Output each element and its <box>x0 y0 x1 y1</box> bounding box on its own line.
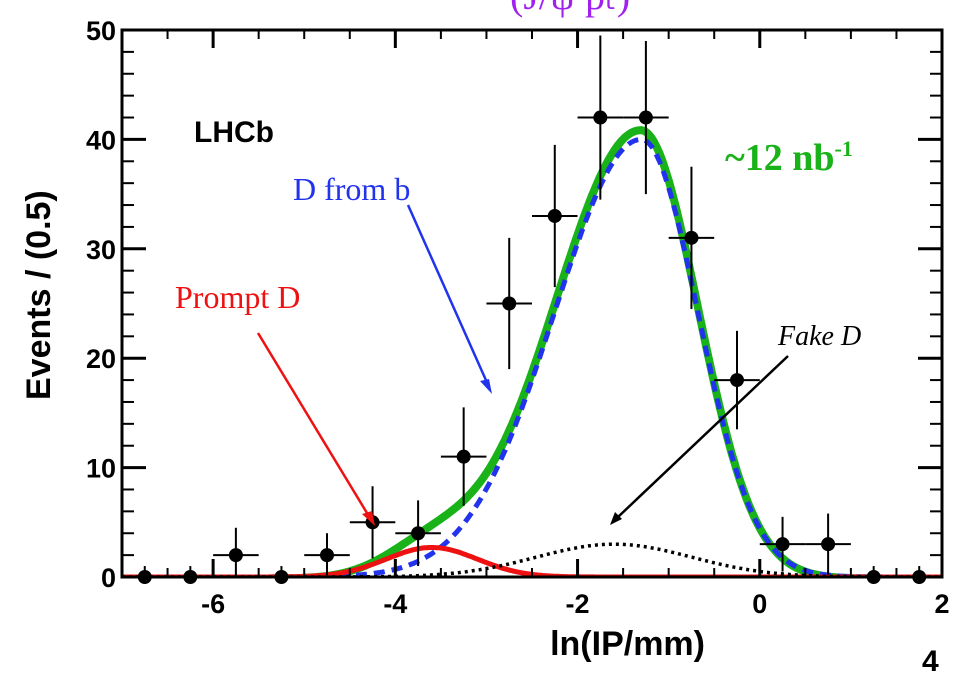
data-point <box>532 144 578 288</box>
data-marker <box>411 526 426 541</box>
d-from-b-arrow <box>406 204 491 388</box>
data-point <box>805 513 851 575</box>
data-point <box>759 516 806 572</box>
luminosity-label: ~12 nb-1 <box>725 136 853 179</box>
data-marker <box>228 548 243 563</box>
y-tick-label: 30 <box>86 235 116 265</box>
prompt-d-arrow <box>256 332 372 519</box>
y-tick-label: 20 <box>86 344 116 374</box>
y-tick-label: 40 <box>86 125 116 155</box>
data-marker <box>684 230 699 245</box>
d-from-b-arrowhead <box>480 379 492 394</box>
data-point <box>486 237 532 370</box>
x-tick-label: 2 <box>934 589 949 619</box>
data-marker <box>320 548 334 563</box>
data-points <box>122 35 942 584</box>
data-point <box>668 166 715 309</box>
fit-curves <box>122 126 942 577</box>
data-point <box>623 40 669 195</box>
data-point <box>714 330 760 430</box>
data-point <box>213 527 259 577</box>
fake-d-arrow <box>617 355 789 518</box>
d-from-b-label: D from b <box>293 171 410 207</box>
data-marker <box>502 296 517 311</box>
data-marker <box>775 537 790 552</box>
data-marker <box>638 110 653 125</box>
total-fit-curve <box>122 126 942 577</box>
fake-d-label: Fake D <box>777 321 861 352</box>
prompt-d-label: Prompt D <box>175 279 300 315</box>
data-marker <box>821 537 836 552</box>
x-tick-label: -2 <box>566 589 590 619</box>
x-axis-title: ln(IP/mm) <box>550 625 705 663</box>
data-marker <box>730 373 744 388</box>
x-tick-label: -4 <box>383 589 407 619</box>
y-tick-label: 50 <box>86 16 116 46</box>
data-marker <box>456 449 471 464</box>
data-point <box>304 533 350 577</box>
data-marker <box>547 208 562 223</box>
experiment-label: LHCb <box>194 116 274 149</box>
title-partial: (J/ψ pₜ) <box>510 0 630 18</box>
x-tick-label: -6 <box>201 589 225 619</box>
data-point <box>395 500 441 567</box>
data-point <box>577 35 624 200</box>
x-tick-label: 0 <box>752 589 767 619</box>
data-marker <box>593 110 608 125</box>
y-axis-title: Events / (0.5) <box>20 190 58 400</box>
d-from-b-curve <box>122 136 942 577</box>
y-tick-label: 0 <box>101 563 116 593</box>
data-point <box>440 407 487 506</box>
fake-d-arrowhead <box>610 512 622 525</box>
prompt-d-arrowhead <box>362 511 375 526</box>
y-tick-label: 10 <box>86 454 116 484</box>
slide-number: 4 <box>922 645 939 678</box>
